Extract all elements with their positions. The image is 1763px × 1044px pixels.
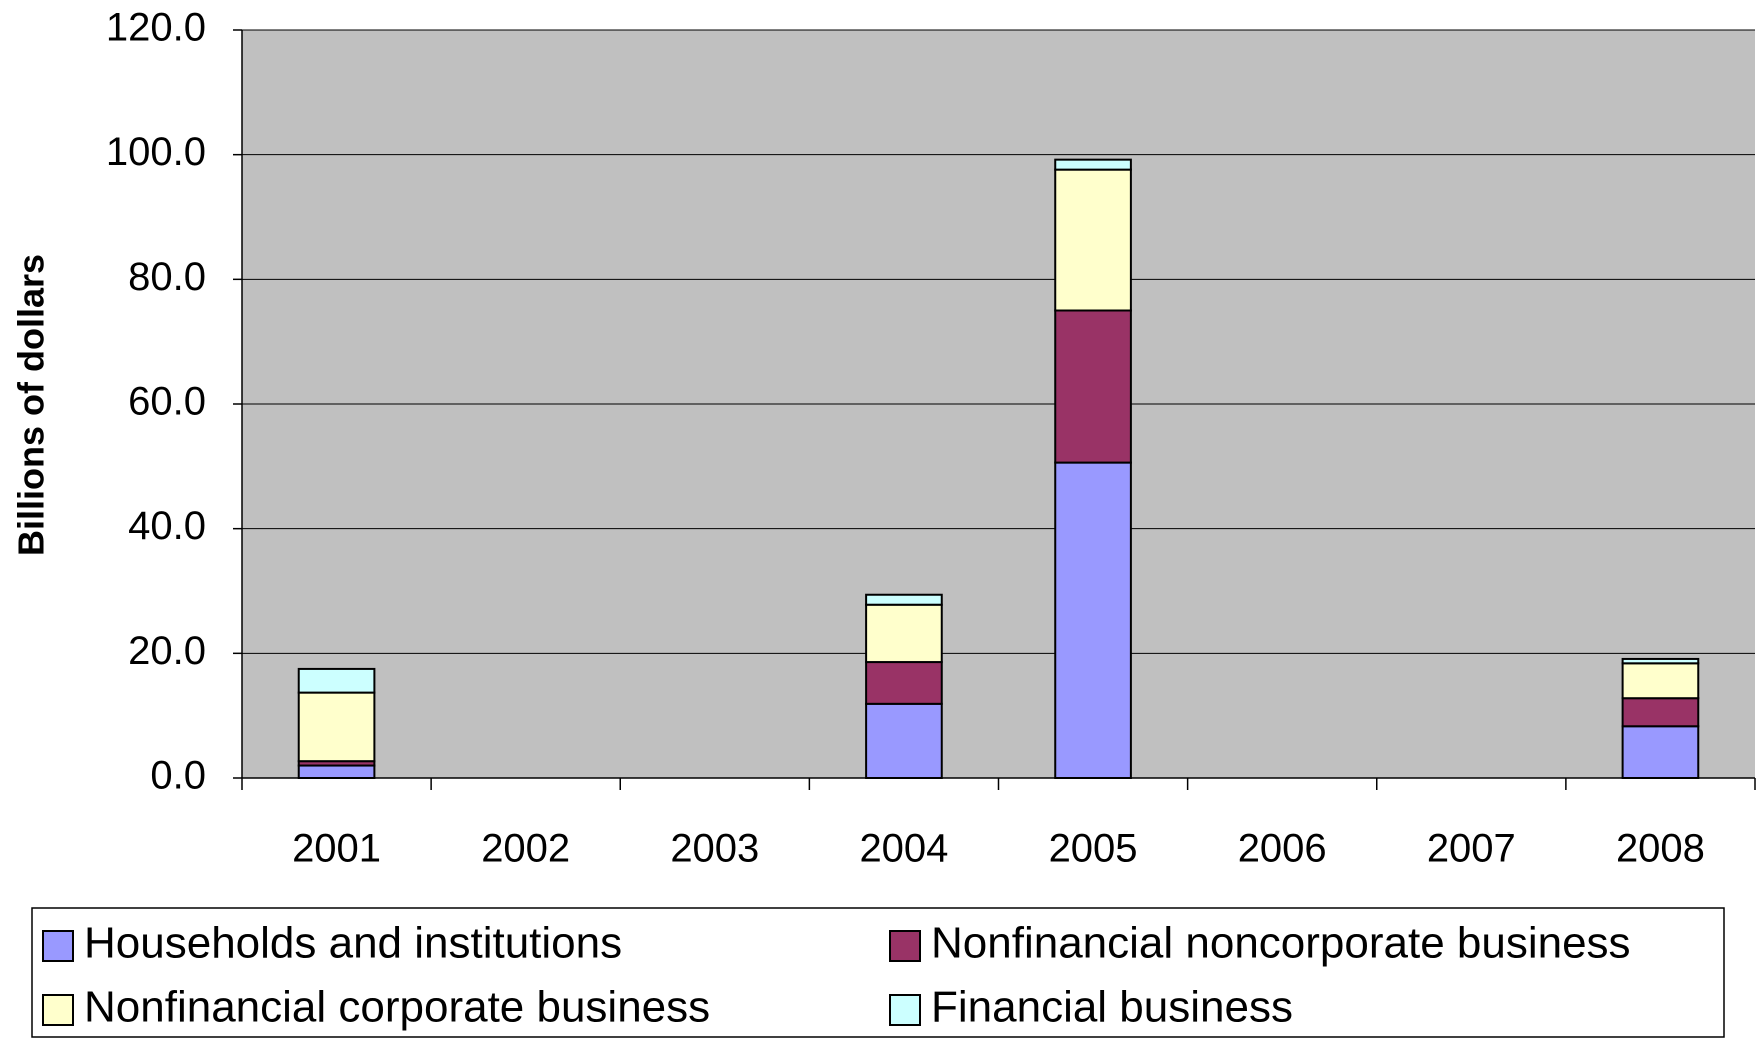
bar-segment xyxy=(1054,168,1132,312)
y-axis-title: Billions of dollars xyxy=(11,254,52,556)
bar-segment xyxy=(1621,662,1700,700)
y-tick-label: 0.0 xyxy=(150,754,206,798)
legend-label: Nonfinancial corporate business xyxy=(84,983,710,1032)
bar-segment xyxy=(297,764,376,779)
bar-segment xyxy=(1621,657,1700,665)
legend-label: Households and institutions xyxy=(84,919,622,968)
y-tick-label: 120.0 xyxy=(106,6,206,50)
legend-swatch xyxy=(889,994,921,1026)
y-tick-label: 100.0 xyxy=(106,130,206,174)
x-tick-label: 2005 xyxy=(1049,827,1138,871)
x-tick-label: 2006 xyxy=(1238,827,1327,871)
bar-segment xyxy=(1054,461,1132,779)
bar-segment xyxy=(1621,725,1700,779)
x-tick-label: 2008 xyxy=(1616,827,1705,871)
legend-swatch xyxy=(889,930,921,962)
bar-segment xyxy=(865,702,943,779)
bar-segment xyxy=(1621,697,1700,728)
y-tick-label: 80.0 xyxy=(128,255,206,299)
bar-segment xyxy=(1054,158,1132,171)
bar-segment xyxy=(297,691,376,763)
bar-segment xyxy=(297,667,376,694)
legend-swatch xyxy=(42,994,74,1026)
legend-box xyxy=(31,907,1725,1038)
x-tick-label: 2007 xyxy=(1427,827,1516,871)
bar-segment xyxy=(1054,309,1132,464)
legend-label: Financial business xyxy=(931,983,1293,1032)
legend-swatch xyxy=(42,930,74,962)
bar-segment xyxy=(865,661,943,705)
x-tick-label: 2001 xyxy=(292,827,381,871)
bar-segment xyxy=(865,593,943,606)
x-tick-label: 2003 xyxy=(670,827,759,871)
bar-segment xyxy=(865,603,943,664)
y-tick-label: 60.0 xyxy=(128,380,206,424)
y-tick-label: 40.0 xyxy=(128,504,206,548)
x-tick-label: 2002 xyxy=(481,827,570,871)
legend-label: Nonfinancial noncorporate business xyxy=(931,919,1631,968)
y-tick-label: 20.0 xyxy=(128,629,206,673)
x-tick-label: 2004 xyxy=(859,827,948,871)
